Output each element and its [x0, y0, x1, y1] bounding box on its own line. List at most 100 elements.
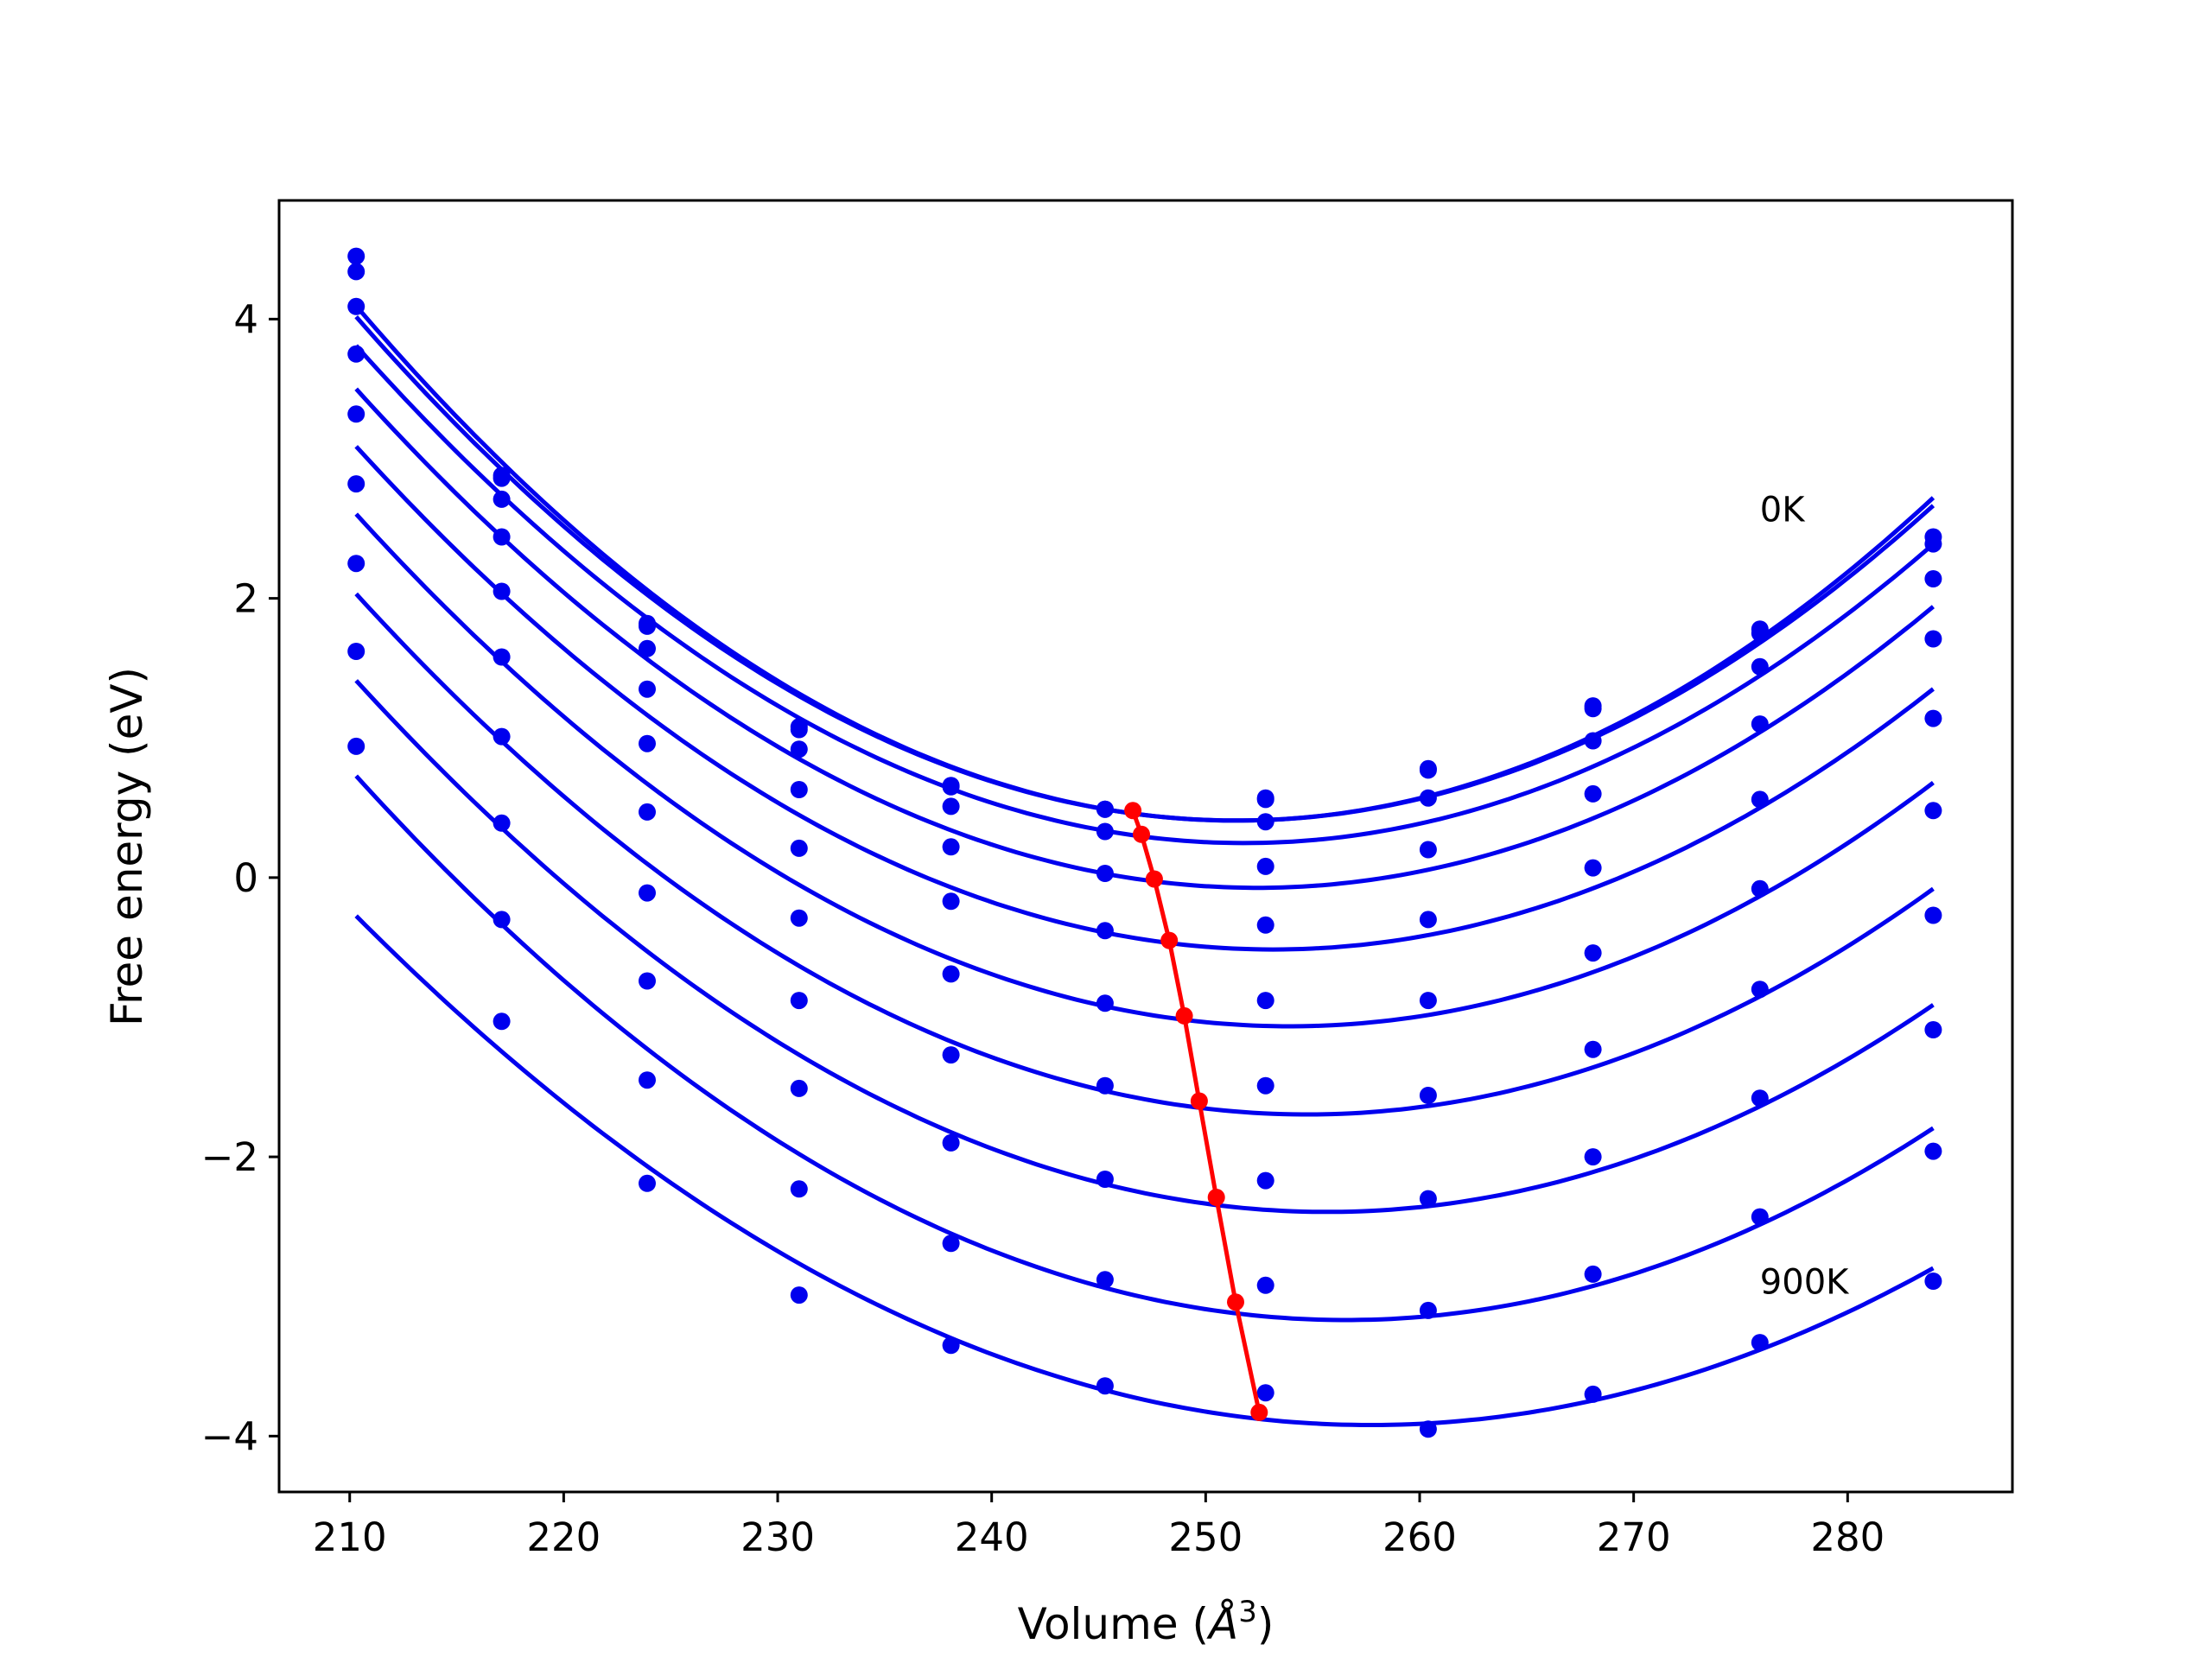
data-point-s9-4	[790, 1180, 808, 1198]
minimum-point-4	[1160, 931, 1179, 949]
data-point-s3-4	[790, 740, 808, 759]
x-axis-label: Volume (Å3)	[1018, 1595, 1274, 1649]
axis-ticks: 210 220 230 240 250 260 270 280 −4 −2 0 2 4	[201, 296, 1885, 1560]
fit-curve-5	[354, 445, 1935, 952]
data-point-s8-10	[1751, 1089, 1769, 1108]
data-point-s3-1	[347, 297, 365, 315]
data-point-s7-8	[1419, 1087, 1437, 1104]
data-point-s6-9	[1584, 944, 1602, 962]
data-point-s9-9	[1584, 1265, 1602, 1283]
data-point-s2-7	[1256, 790, 1274, 809]
data-point-s8-2	[493, 814, 511, 832]
data-point-s10-5	[942, 1336, 960, 1355]
data-point-s9-2	[493, 911, 511, 929]
data-point-s7-3	[639, 884, 656, 902]
x-tick-label-230: 230	[741, 1514, 815, 1560]
data-point-s2-9	[1584, 700, 1602, 718]
x-axis-label-close: )	[1257, 1599, 1274, 1649]
data-point-s6-5	[942, 965, 960, 983]
data-point-s2-4	[790, 720, 808, 739]
data-point-s8-3	[639, 972, 656, 990]
data-point-s8-5	[942, 1133, 960, 1152]
minimum-point-7	[1207, 1189, 1225, 1206]
data-point-s8-11	[1924, 1021, 1942, 1038]
fit-curve-10	[354, 914, 1935, 1427]
y-tick-label-3: 2	[233, 576, 258, 622]
data-point-s5-3	[639, 734, 656, 752]
data-point-s9-6	[1096, 1271, 1114, 1289]
minimum-point-1	[1124, 802, 1142, 820]
data-point-s3-10	[1751, 657, 1769, 676]
fit-curve-8	[354, 679, 1935, 1215]
data-point-s7-2	[493, 727, 511, 746]
data-point-s6-6	[1096, 994, 1114, 1012]
data-point-s7-9	[1584, 1040, 1602, 1058]
minimum-point-6	[1190, 1092, 1208, 1110]
data-point-s10-7	[1256, 1384, 1274, 1402]
annotation-2: 900K	[1760, 1263, 1850, 1303]
data-point-s10-11	[1924, 1273, 1942, 1290]
y-axis-label: Free energy (eV)	[102, 667, 152, 1026]
data-point-s9-10	[1751, 1208, 1769, 1226]
data-point-s7-1	[347, 555, 365, 573]
annotations: 0K 900K	[1760, 491, 1850, 1303]
fit-curve-6	[354, 512, 1935, 1029]
data-point-s6-2	[493, 648, 511, 666]
data-point-s10-2	[493, 1012, 511, 1031]
data-point-s5-8	[1419, 911, 1437, 929]
data-point-s2-3	[639, 617, 656, 635]
minimum-line-group	[1124, 802, 1268, 1421]
data-point-s4-5	[942, 838, 960, 856]
data-point-s5-2	[493, 582, 511, 600]
fit-curve-9	[354, 774, 1935, 1323]
data-point-s9-5	[942, 1235, 960, 1253]
data-point-s5-1	[347, 405, 365, 423]
data-point-s8-1	[347, 643, 365, 660]
data-point-s4-11	[1924, 630, 1942, 648]
data-point-s2-6	[1096, 800, 1114, 818]
data-point-s7-11	[1924, 906, 1942, 924]
data-point-s10-4	[790, 1286, 808, 1304]
x-tick-label-280: 280	[1810, 1514, 1885, 1560]
data-point-s3-8	[1419, 789, 1437, 807]
data-point-s8-4	[790, 1079, 808, 1097]
annotation-1: 0K	[1760, 491, 1806, 530]
data-point-s6-8	[1419, 992, 1437, 1010]
data-point-s5-11	[1924, 709, 1942, 727]
data-point-s3-11	[1924, 570, 1942, 587]
data-point-s3-3	[639, 639, 656, 657]
x-tick-label-250: 250	[1168, 1514, 1243, 1560]
data-point-s5-4	[790, 839, 808, 857]
data-point-s2-1	[347, 263, 365, 281]
minimum-point-8	[1227, 1293, 1244, 1311]
plot-frame	[277, 199, 2014, 1494]
fit-curve-4	[354, 387, 1935, 891]
minimum-point-5	[1175, 1006, 1193, 1025]
data-point-s3-2	[493, 490, 511, 508]
y-tick-label-2: 0	[233, 855, 258, 901]
data-point-s5-6	[1096, 922, 1114, 940]
data-point-s2-10	[1751, 625, 1769, 642]
data-point-s6-4	[790, 909, 808, 927]
data-point-s6-11	[1924, 802, 1942, 820]
data-point-s7-10	[1751, 981, 1769, 999]
data-point-s5-5	[942, 892, 960, 911]
data-point-s9-3	[639, 1071, 656, 1089]
data-point-s8-6	[1096, 1171, 1114, 1188]
fit-curve-2	[354, 314, 1936, 823]
data-point-s6-10	[1751, 879, 1769, 898]
data-point-s5-7	[1256, 916, 1274, 934]
data-point-s4-6	[1096, 865, 1114, 882]
data-point-s8-9	[1584, 1148, 1602, 1166]
data-point-s6-7	[1256, 992, 1274, 1010]
x-tick-label-220: 220	[526, 1514, 601, 1560]
data-point-s1-1	[347, 247, 365, 265]
data-point-s3-9	[1584, 732, 1602, 750]
data-point-s8-7	[1256, 1171, 1274, 1190]
x-tick-label-240: 240	[955, 1514, 1029, 1560]
data-point-s4-9	[1584, 784, 1602, 803]
data-point-s5-10	[1751, 790, 1769, 809]
data-point-s2-5	[942, 778, 960, 796]
data-point-s2-8	[1419, 761, 1437, 779]
